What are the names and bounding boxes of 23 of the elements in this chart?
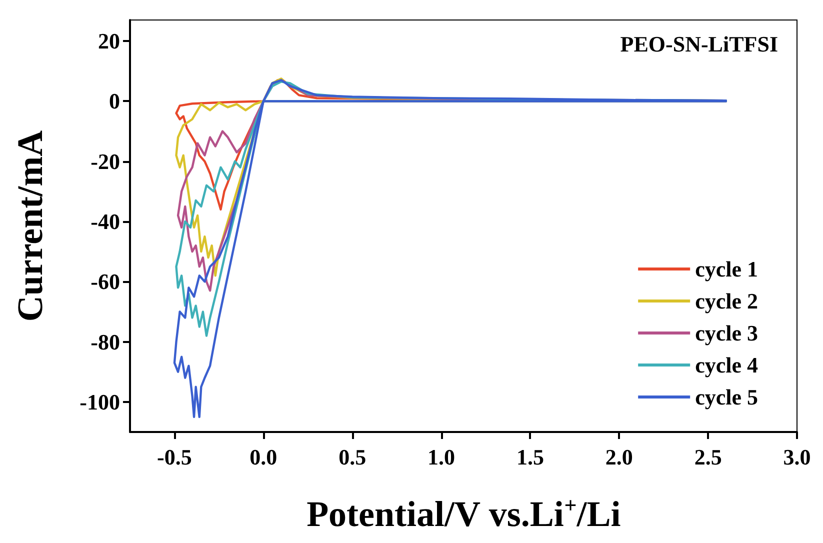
y-axis-title: Current/mA [10,130,50,322]
x-tick-label: 0.5 [338,444,366,470]
legend-label: cycle 4 [695,352,758,378]
y-tick-label: 0 [109,88,120,114]
x-tick-label: 2.5 [694,444,722,470]
legend-label: cycle 2 [695,288,758,314]
x-tick-label: 0.0 [250,444,278,470]
x-tick-label: 2.0 [605,444,633,470]
y-tick-label: -40 [90,208,120,234]
x-tick-label: -0.5 [157,444,192,470]
legend-label: cycle 3 [695,320,758,346]
x-tick-label: 1.5 [516,444,544,470]
y-tick-label: -100 [80,389,120,414]
y-tick-label: -60 [90,269,120,294]
y-tick-label: 20 [98,28,120,54]
x-tick-label: 3.0 [783,444,811,470]
text: PEO-SN-LiTFSI [620,32,778,56]
legend-label: cycle 5 [695,384,758,410]
x-tick-label: 1.0 [428,444,456,470]
legend-label: cycle 1 [695,256,758,282]
y-tick-label: -80 [90,329,120,354]
x-axis-title: Potential/V vs.Li+/Li [306,492,621,534]
y-tick-label: -20 [90,148,120,174]
